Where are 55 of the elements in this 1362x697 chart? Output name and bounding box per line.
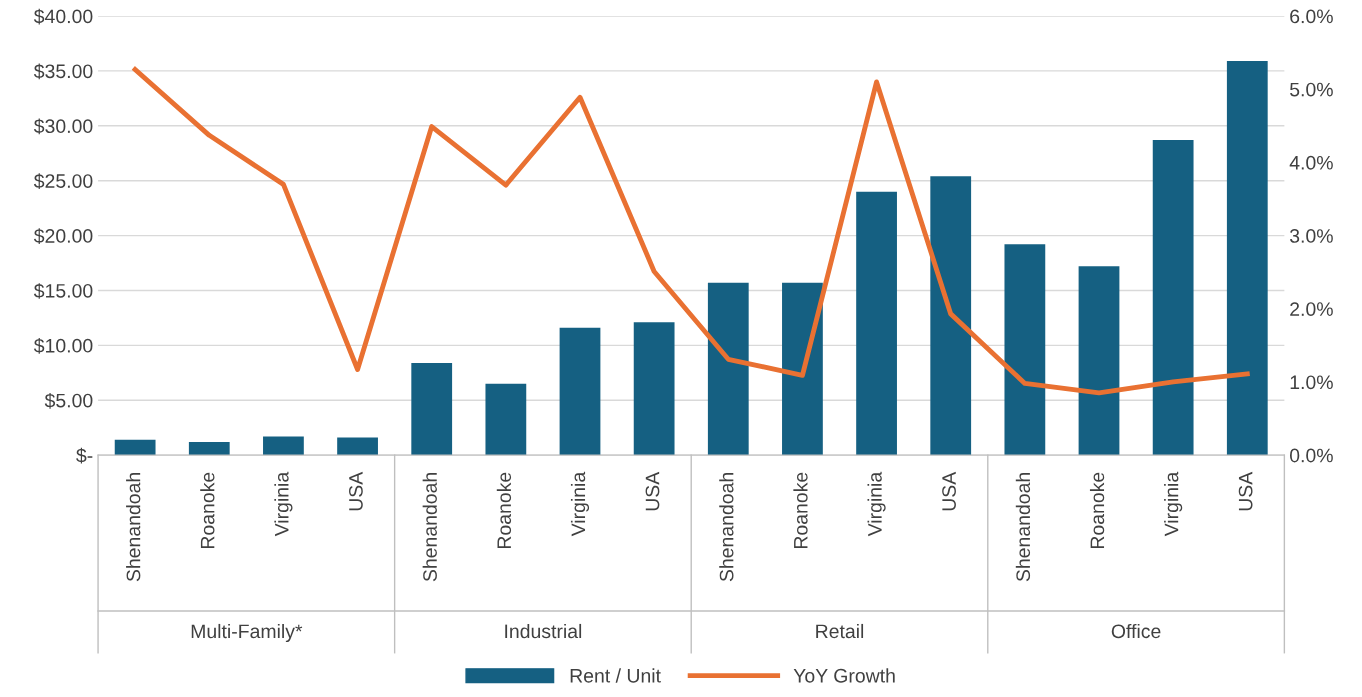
y-tick-label: $5.00 (44, 392, 93, 409)
x-tick-label: Shenandoah (1015, 473, 1031, 582)
text: Multi-Family* (191, 623, 303, 643)
y2-tick-label: 3.0% (1289, 229, 1333, 243)
y-tick-label: $35.00 (33, 63, 93, 80)
x-tick-label: USA (1238, 471, 1253, 511)
x-tick-label: Shenandoah (126, 473, 141, 582)
y-tick-label: $40.00 (33, 8, 93, 25)
y-tick-label: $10.00 (33, 338, 93, 354)
x-tick-label: Roanoke (793, 472, 808, 549)
y-tick-label: $- (76, 447, 93, 464)
y2-tick-label: 0.0% (1289, 448, 1333, 463)
bar (485, 383, 527, 456)
bar (633, 322, 675, 456)
bar (930, 176, 972, 456)
y2-tick-label: 4.0% (1289, 155, 1333, 170)
legend-label: YoY Growth (793, 668, 895, 683)
bar (782, 282, 823, 456)
y2-tick-label: 1.0% (1290, 375, 1333, 390)
x-tick-label: Roanoke (200, 472, 215, 549)
x-tick-label: USA (942, 471, 956, 511)
x-tick-label: Virginia (867, 471, 886, 537)
bar (114, 439, 156, 456)
x-tick-label: Roanoke (1089, 472, 1105, 549)
text: Office (1111, 623, 1161, 639)
x-tick-label: USA (645, 471, 660, 511)
bar (1152, 140, 1194, 456)
y-tick-label: $25.00 (33, 173, 93, 190)
bar (337, 437, 378, 456)
y2-tick-label: 5.0% (1290, 82, 1333, 97)
bar (1078, 266, 1120, 456)
y-tick-label: $30.00 (33, 118, 93, 135)
x-tick-label: Virginia (274, 471, 293, 537)
text: Industrial (505, 623, 582, 639)
x-tick-label: Shenandoah (719, 473, 734, 582)
line-series (132, 67, 1250, 396)
bar (856, 191, 897, 456)
bar (707, 282, 749, 456)
y-tick-label: $20.00 (33, 228, 93, 244)
legend-label: Rent / Unit (570, 668, 661, 683)
bar (559, 327, 601, 456)
text: Retail (816, 623, 864, 639)
y2-tick-label: 2.0% (1290, 302, 1333, 317)
x-tick-label: Virginia (1164, 471, 1183, 537)
y-tick-label: $15.00 (33, 283, 93, 299)
y2-tick-label: 6.0% (1290, 9, 1333, 24)
x-tick-label: Roanoke (496, 472, 512, 549)
bar (188, 441, 230, 456)
bar (263, 436, 304, 456)
bar (411, 362, 453, 456)
x-tick-label: Shenandoah (422, 473, 437, 582)
x-tick-label: Virginia (570, 471, 590, 537)
bar (1226, 61, 1268, 456)
x-tick-label: USA (349, 471, 363, 511)
bar (1004, 244, 1046, 456)
